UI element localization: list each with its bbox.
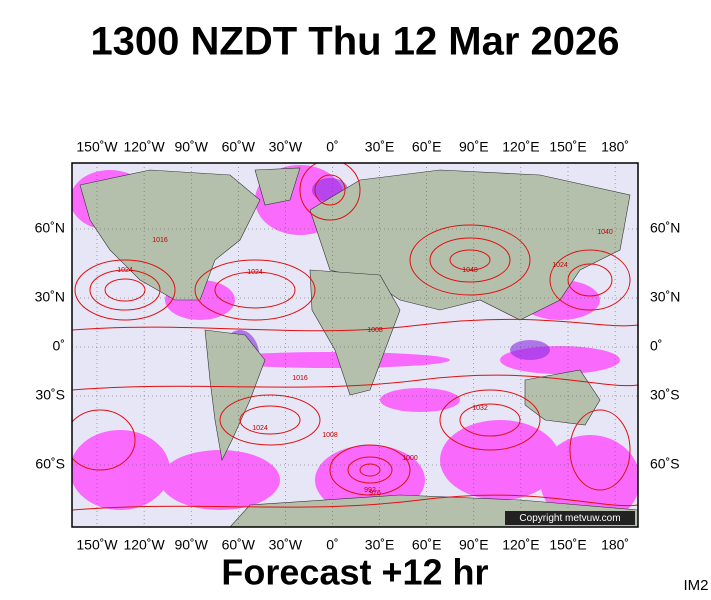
- lon-label-bottom: 60˚E: [412, 537, 442, 553]
- image-id: IM2: [683, 577, 708, 594]
- isobar-label: 1040: [597, 229, 613, 236]
- lon-label-top: 30˚E: [365, 139, 395, 155]
- isobar-label: 1024: [247, 269, 263, 276]
- lon-label-bottom: 150˚W: [76, 537, 118, 553]
- isobar-label: 1024: [117, 267, 133, 274]
- isobar-label: 1024: [252, 425, 268, 432]
- isobar-label: 992: [364, 487, 376, 494]
- lat-label-right: 0˚: [650, 338, 662, 354]
- lon-label-top: 120˚E: [502, 139, 539, 155]
- isobar-labels: 1024 1016 1024 1048 1040 1008 1016 1024 1032 1008…: [117, 229, 613, 497]
- isobar-label: 1048: [462, 267, 478, 274]
- map-area: 1024 1016 1024 1048 1040 1008 1016 1024 1032 1008…: [72, 163, 638, 527]
- lat-label-right: 60˚S: [650, 456, 680, 472]
- isobar-label: 1016: [152, 237, 168, 244]
- lon-label-top: 120˚W: [123, 139, 165, 155]
- isobars: [72, 163, 638, 511]
- lat-label-left: 60˚S: [35, 456, 65, 472]
- lon-label-top: 0˚: [326, 139, 338, 155]
- lat-label-right: 30˚N: [650, 289, 680, 305]
- isobar-label: 1024: [552, 262, 568, 269]
- lon-label-bottom: 30˚E: [365, 537, 395, 553]
- lon-label-top: 90˚W: [174, 139, 208, 155]
- isobar-label: 1016: [292, 375, 308, 382]
- lon-label-top: 180˚: [601, 139, 629, 155]
- graticule: [72, 163, 638, 527]
- copyright: Copyright metvuw.com: [519, 513, 620, 524]
- lon-label-bottom: 90˚E: [459, 537, 489, 553]
- isobar-label: 1008: [322, 432, 338, 439]
- lat-label-right: 30˚S: [650, 387, 680, 403]
- map-frame: [71, 162, 639, 528]
- axis-labels: 150˚W 150˚W 120˚W 120˚W 90˚W 90˚W 60˚W 60˚W 30˚W…: [35, 139, 681, 553]
- lon-label-bottom: 0˚: [326, 537, 338, 553]
- lon-label-top: 60˚W: [222, 139, 256, 155]
- lon-label-top: 90˚E: [459, 139, 489, 155]
- title: 1300 NZDT Thu 12 Mar 2026: [90, 20, 619, 64]
- lon-label-top: 150˚E: [549, 139, 586, 155]
- lon-label-bottom: 30˚W: [269, 537, 303, 553]
- lon-label-top: 60˚E: [412, 139, 442, 155]
- isobar-label: 1000: [402, 455, 418, 462]
- lat-label-left: 60˚N: [35, 220, 65, 236]
- lon-label-bottom: 120˚E: [502, 537, 539, 553]
- lon-label-top: 150˚W: [76, 139, 118, 155]
- isobar-label: 976: [369, 490, 381, 497]
- lon-label-bottom: 60˚W: [222, 537, 256, 553]
- lon-label-bottom: 90˚W: [174, 537, 208, 553]
- forecast-label: Forecast +12 hr: [221, 552, 488, 593]
- isobar-label: 1008: [367, 327, 383, 334]
- lat-label-left: 0˚: [53, 338, 65, 354]
- lat-label-left: 30˚S: [35, 387, 65, 403]
- isobar-label: 1032: [472, 405, 488, 412]
- lat-label-right: 60˚N: [650, 220, 680, 236]
- lon-label-bottom: 150˚E: [549, 537, 586, 553]
- copyright-box: [505, 511, 635, 525]
- lon-label-bottom: 120˚W: [123, 537, 165, 553]
- lat-label-left: 30˚N: [35, 289, 65, 305]
- lon-label-bottom: 180˚: [601, 537, 629, 553]
- lon-label-top: 30˚W: [269, 139, 303, 155]
